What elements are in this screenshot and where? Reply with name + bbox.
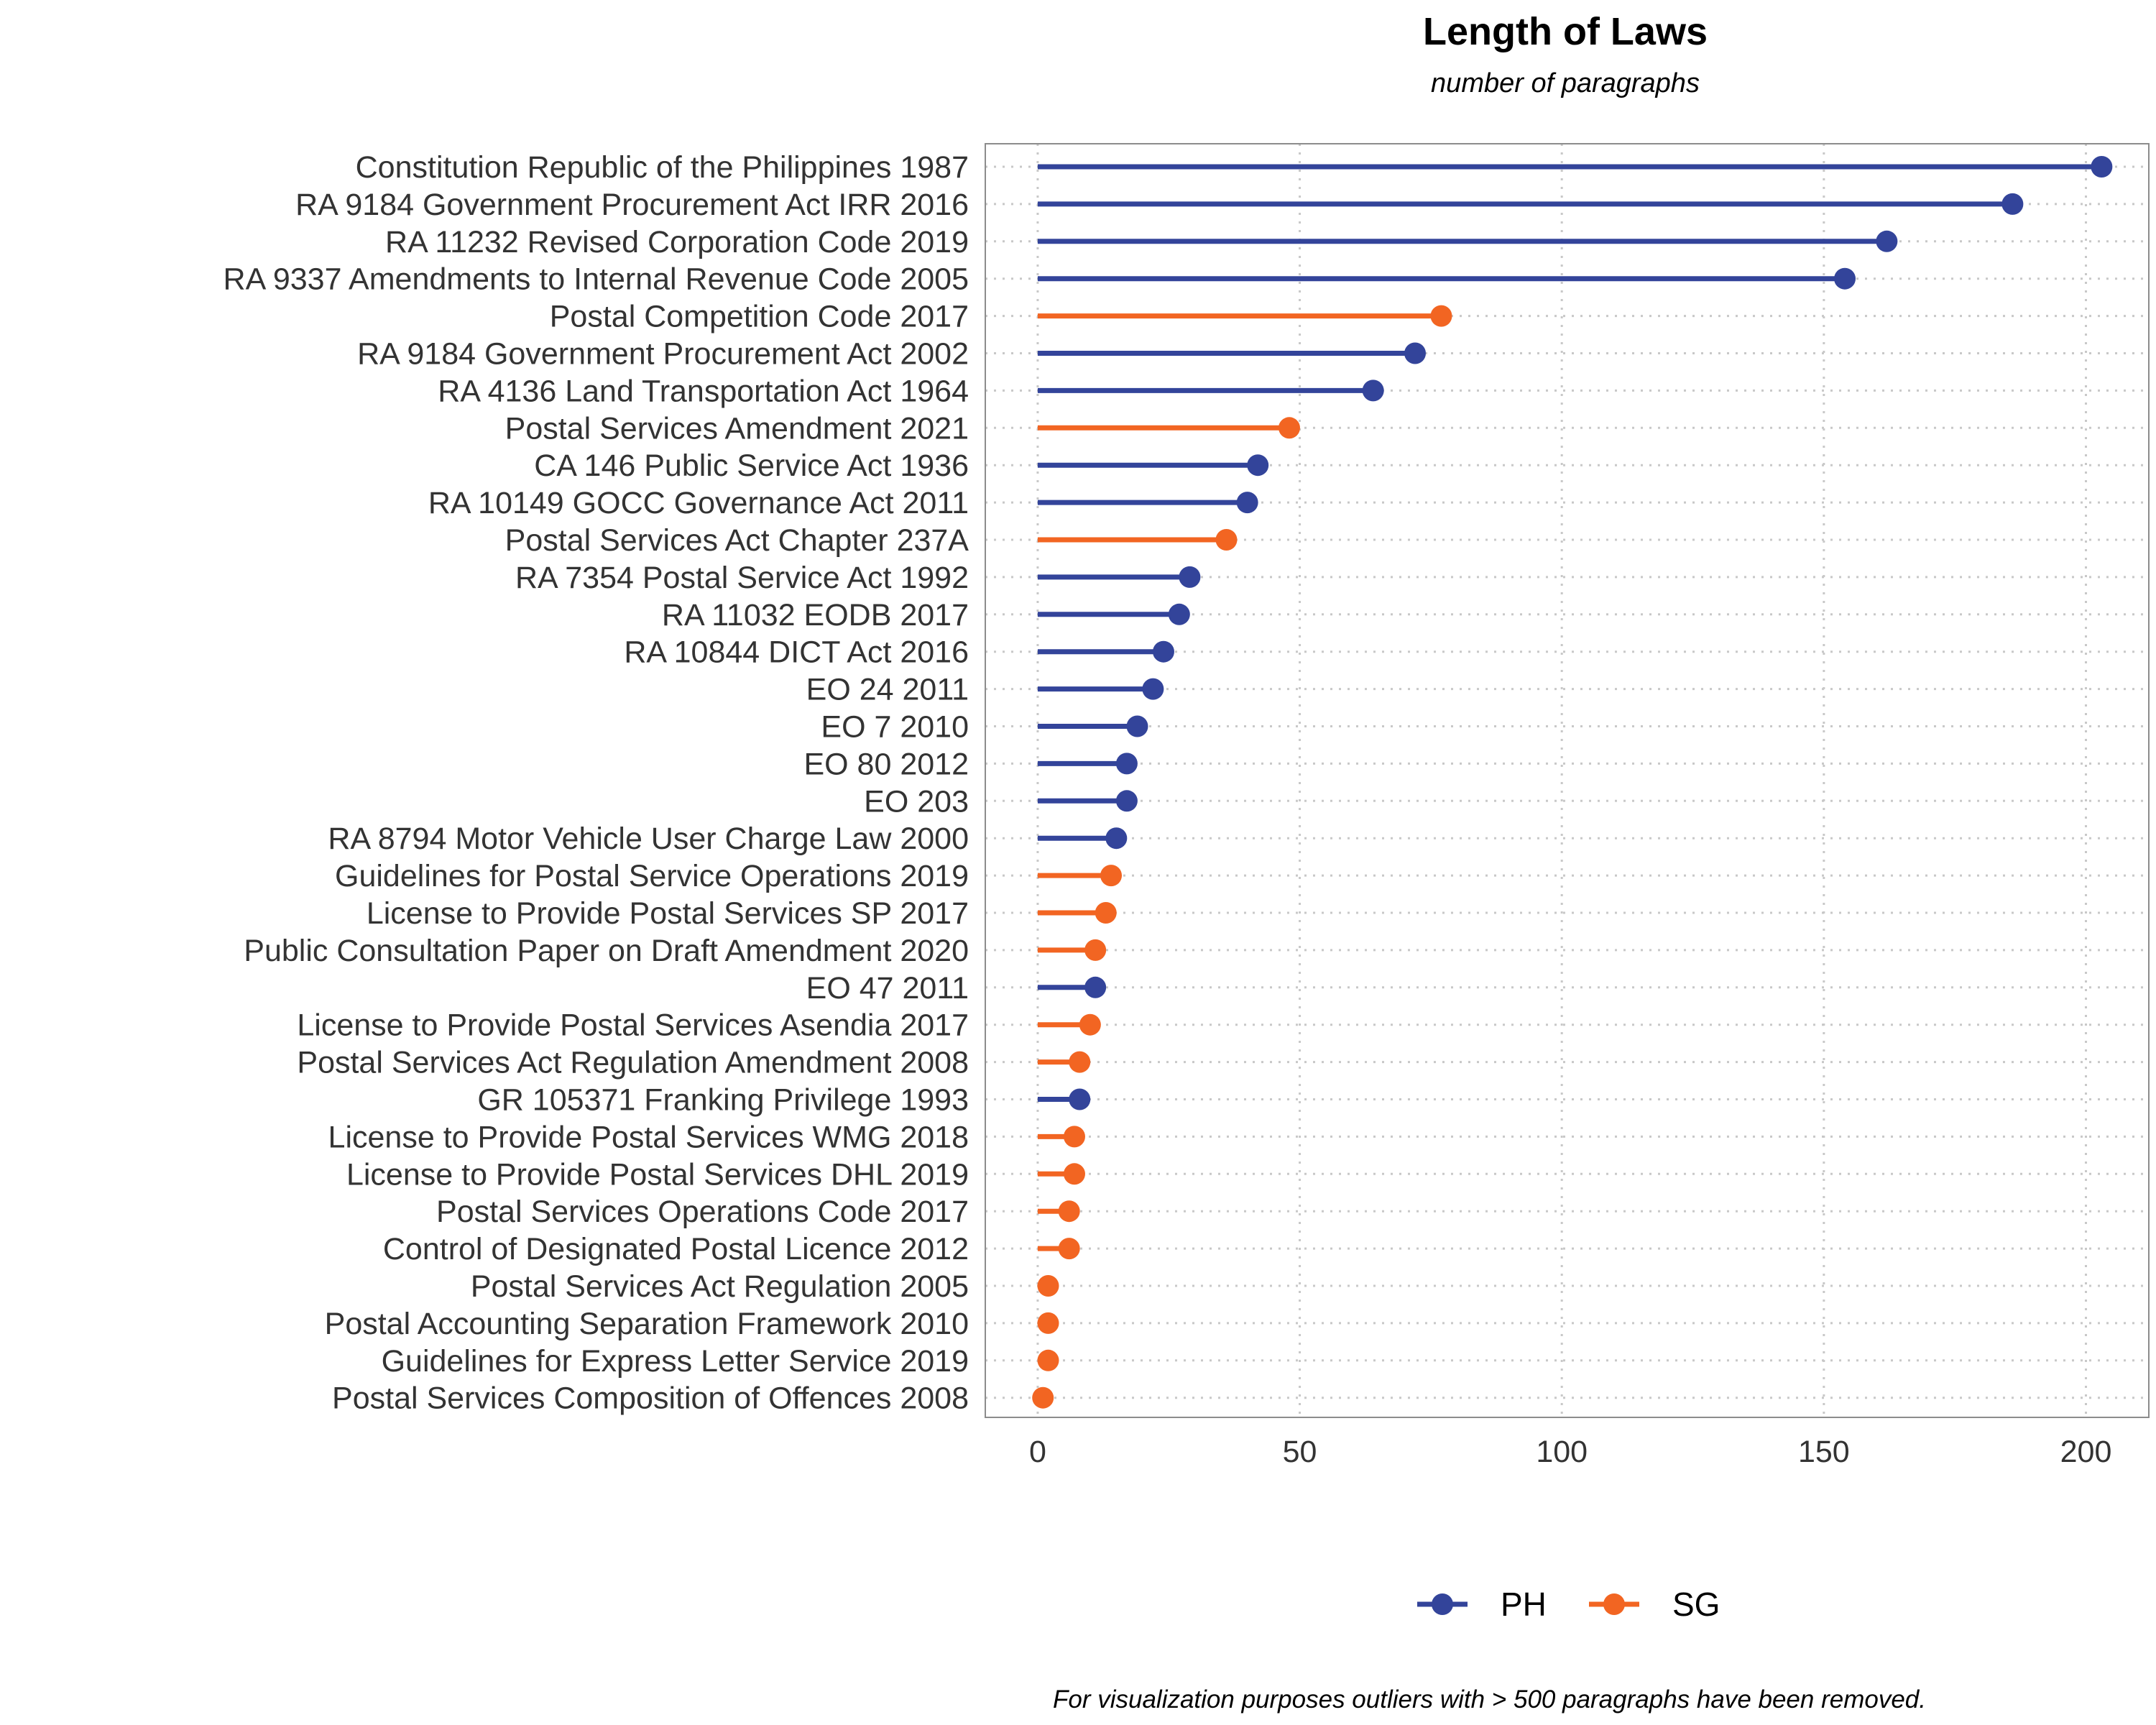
category-label: RA 11032 EODB 2017: [662, 598, 969, 632]
category-label: Constitution Republic of the Philippines…: [356, 150, 969, 185]
category-label: Postal Services Act Chapter 237A: [505, 523, 969, 558]
category-label: Postal Services Act Regulation Amendment…: [297, 1046, 969, 1080]
lollipop-point: [1095, 902, 1117, 924]
lollipop-point: [2001, 193, 2024, 215]
category-label: EO 80 2012: [803, 747, 969, 781]
category-label: Postal Services Act Regulation 2005: [471, 1269, 969, 1304]
category-label: License to Provide Postal Services DHL 2…: [346, 1157, 969, 1192]
lollipop-point: [1037, 1275, 1059, 1297]
lollipop-point: [1058, 1200, 1080, 1223]
lollipop-point: [1037, 1312, 1059, 1334]
lollipop-point: [1079, 1013, 1101, 1036]
x-tick-label: 50: [1283, 1435, 1317, 1469]
lollipop-point: [1179, 566, 1201, 588]
category-label: Public Consultation Paper on Draft Amend…: [244, 934, 969, 968]
plot-panel-border: [985, 143, 2150, 1418]
lollipop-point: [1236, 492, 1258, 514]
lollipop-marks: [1032, 156, 2113, 1409]
category-label: RA 8794 Motor Vehicle User Charge Law 20…: [328, 822, 969, 856]
category-label: Guidelines for Express Letter Service 20…: [382, 1344, 969, 1379]
lollipop-point: [1834, 267, 1856, 290]
category-label: RA 9184 Government Procurement Act 2002: [357, 337, 969, 372]
category-label: EO 7 2010: [821, 710, 969, 745]
legend-label: PH: [1501, 1586, 1547, 1623]
lollipop-point: [1032, 1386, 1054, 1409]
category-label: RA 4136 Land Transportation Act 1964: [438, 374, 969, 408]
lollipop-point: [1247, 454, 1269, 477]
lollipop-point: [1430, 305, 1452, 327]
lollipop-point: [1037, 1349, 1059, 1371]
lollipop-point: [1063, 1126, 1085, 1148]
legend-label: SG: [1672, 1586, 1720, 1623]
legend-key-point: [1432, 1593, 1453, 1615]
lollipop-point: [1069, 1088, 1091, 1110]
lollipop-point: [1105, 827, 1128, 850]
lollipop-point: [1084, 976, 1107, 998]
chart-caption: For visualization purposes outliers with…: [1053, 1685, 1926, 1714]
lollipop-point: [1115, 790, 1138, 812]
category-label: RA 10149 GOCC Governance Act 2011: [428, 486, 969, 520]
legend-item: PH: [1417, 1586, 1547, 1623]
category-label: RA 11232 Revised Corporation Code 2019: [385, 225, 969, 259]
grid-lines: [985, 144, 2149, 1417]
lollipop-point: [2091, 156, 2113, 178]
lollipop-point: [1215, 529, 1238, 551]
category-label: Postal Competition Code 2017: [550, 300, 969, 334]
lollipop-point: [1876, 230, 1898, 252]
category-label: License to Provide Postal Services WMG 2…: [328, 1120, 969, 1154]
category-label: Postal Services Amendment 2021: [505, 411, 969, 446]
category-label: EO 47 2011: [806, 971, 969, 1006]
category-label: GR 105371 Franking Privilege 1993: [477, 1083, 969, 1118]
x-tick-label: 150: [1798, 1435, 1850, 1469]
x-tick-label: 200: [2060, 1435, 2112, 1469]
category-label: RA 9184 Government Procurement Act IRR 2…: [295, 188, 969, 222]
lollipop-point: [1069, 1051, 1091, 1073]
category-label: License to Provide Postal Services SP 20…: [367, 896, 969, 931]
category-label: RA 10844 DICT Act 2016: [624, 635, 969, 670]
legend: PH SG: [1417, 1586, 1720, 1623]
lollipop-point: [1362, 380, 1384, 402]
lollipop-point: [1152, 640, 1174, 663]
chart-subtitle: number of paragraphs: [1431, 68, 1700, 98]
category-label: Postal Services Composition of Offences …: [332, 1381, 969, 1416]
legend-key-point: [1603, 1593, 1625, 1615]
category-label: EO 203: [864, 784, 969, 819]
category-label: RA 7354 Postal Service Act 1992: [515, 561, 969, 595]
category-label: Control of Designated Postal Licence 201…: [383, 1232, 969, 1266]
lollipop-point: [1278, 417, 1300, 439]
lollipop-point: [1100, 865, 1123, 887]
category-label: Postal Accounting Separation Framework 2…: [325, 1307, 969, 1341]
category-label: Guidelines for Postal Service Operations…: [335, 859, 969, 893]
lollipop-point: [1063, 1163, 1085, 1185]
category-label: Postal Services Operations Code 2017: [436, 1195, 969, 1229]
x-tick-label: 0: [1029, 1435, 1046, 1469]
lollipop-point: [1126, 715, 1148, 737]
x-tick-label: 100: [1536, 1435, 1588, 1469]
lollipop-point: [1058, 1238, 1080, 1260]
lollipop-point: [1142, 678, 1164, 700]
category-label: RA 9337 Amendments to Internal Revenue C…: [224, 262, 969, 297]
legend-item: SG: [1589, 1586, 1720, 1623]
lollipop-point: [1404, 342, 1427, 364]
lollipop-point: [1084, 939, 1107, 961]
lollipop-point: [1115, 753, 1138, 775]
category-label: License to Provide Postal Services Asend…: [297, 1008, 969, 1043]
category-label: EO 24 2011: [806, 673, 969, 707]
category-label: CA 146 Public Service Act 1936: [534, 448, 969, 483]
category-labels: Constitution Republic of the Philippines…: [224, 150, 969, 1416]
chart-title: Length of Laws: [1423, 10, 1708, 53]
lollipop-point: [1168, 603, 1190, 625]
x-axis-ticks: 0 50 100 150 200: [1029, 1435, 2111, 1469]
